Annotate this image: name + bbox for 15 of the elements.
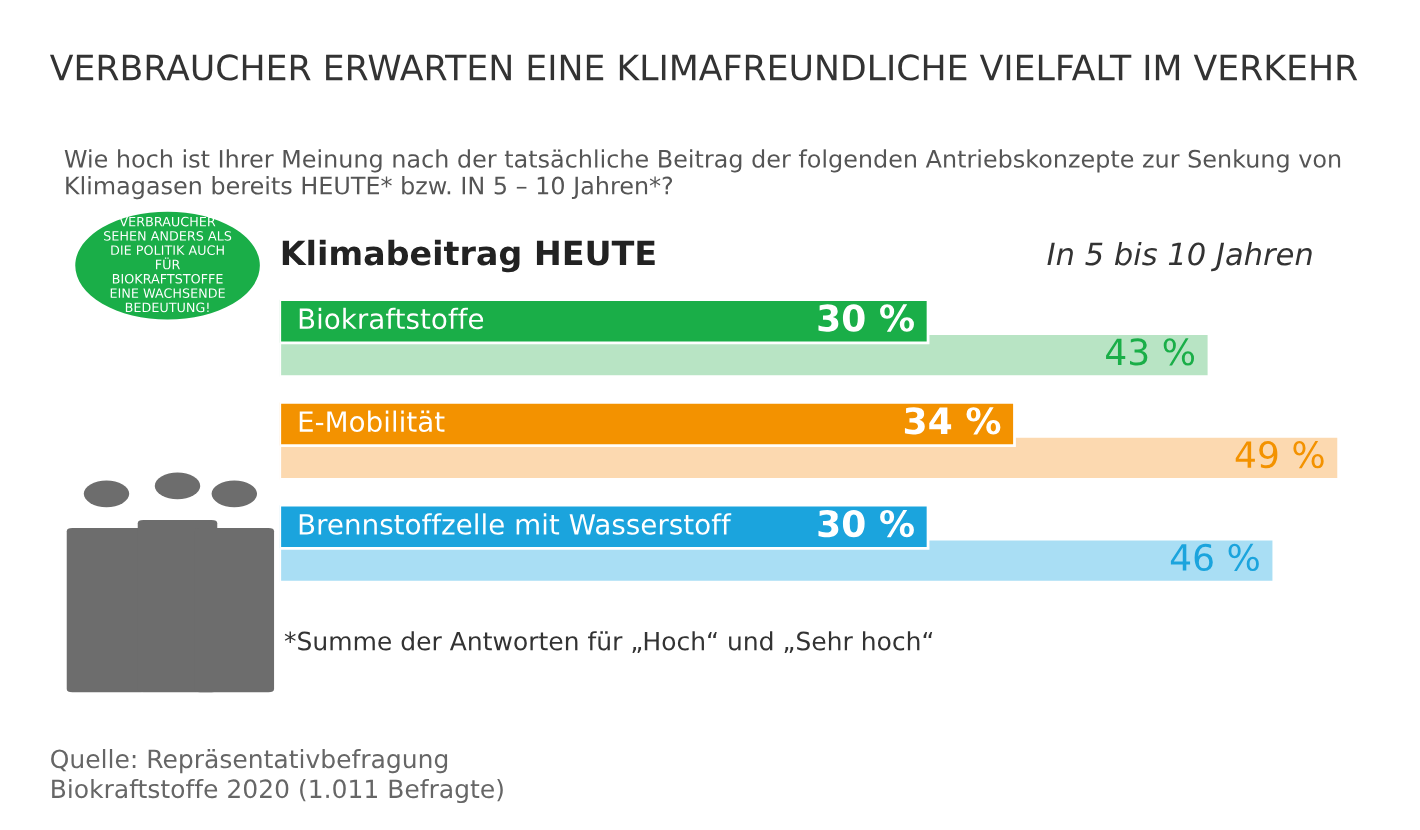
data-label: 46 %	[1170, 543, 1259, 572]
chart-subtitle: Wie hoch ist Ihrer Meinung nach der tatsächliche Beitrag der folgenden Antriebskonzepte zur Senkung von Klimagasen bereits HEUTE* bzw. IN 5 – 10 Jahren*?	[64, 149, 1341, 200]
data-label: 30 %	[818, 509, 914, 538]
data-label: 49 %	[1235, 441, 1324, 469]
chart-title: VERBRAUCHER ERWARTEN EINE KLIMAFREUNDLICHE VIELFALT IM VERKEHR	[49, 54, 1358, 81]
y-tick-label: E-Mobilität	[299, 410, 445, 433]
text: *Summe der Antworten für „Hoch“ und „Sehr hoch“	[284, 631, 933, 654]
source-note: Quelle: Repräsentativbefragung Biokraftstoffe 2020 (1.011 Befragte)	[51, 749, 503, 804]
y-tick-label: Brennstoffzelle mit Wasserstoff	[299, 513, 732, 535]
series-label: Klimabeitrag HEUTE	[282, 239, 655, 273]
text: In 5 bis 10 Jahren	[1047, 241, 1312, 272]
data-label: 34 %	[904, 407, 1001, 435]
y-tick-label: Biokraftstoffe	[299, 307, 484, 330]
data-label: 30 %	[818, 304, 914, 332]
data-label: 43 %	[1106, 338, 1195, 366]
